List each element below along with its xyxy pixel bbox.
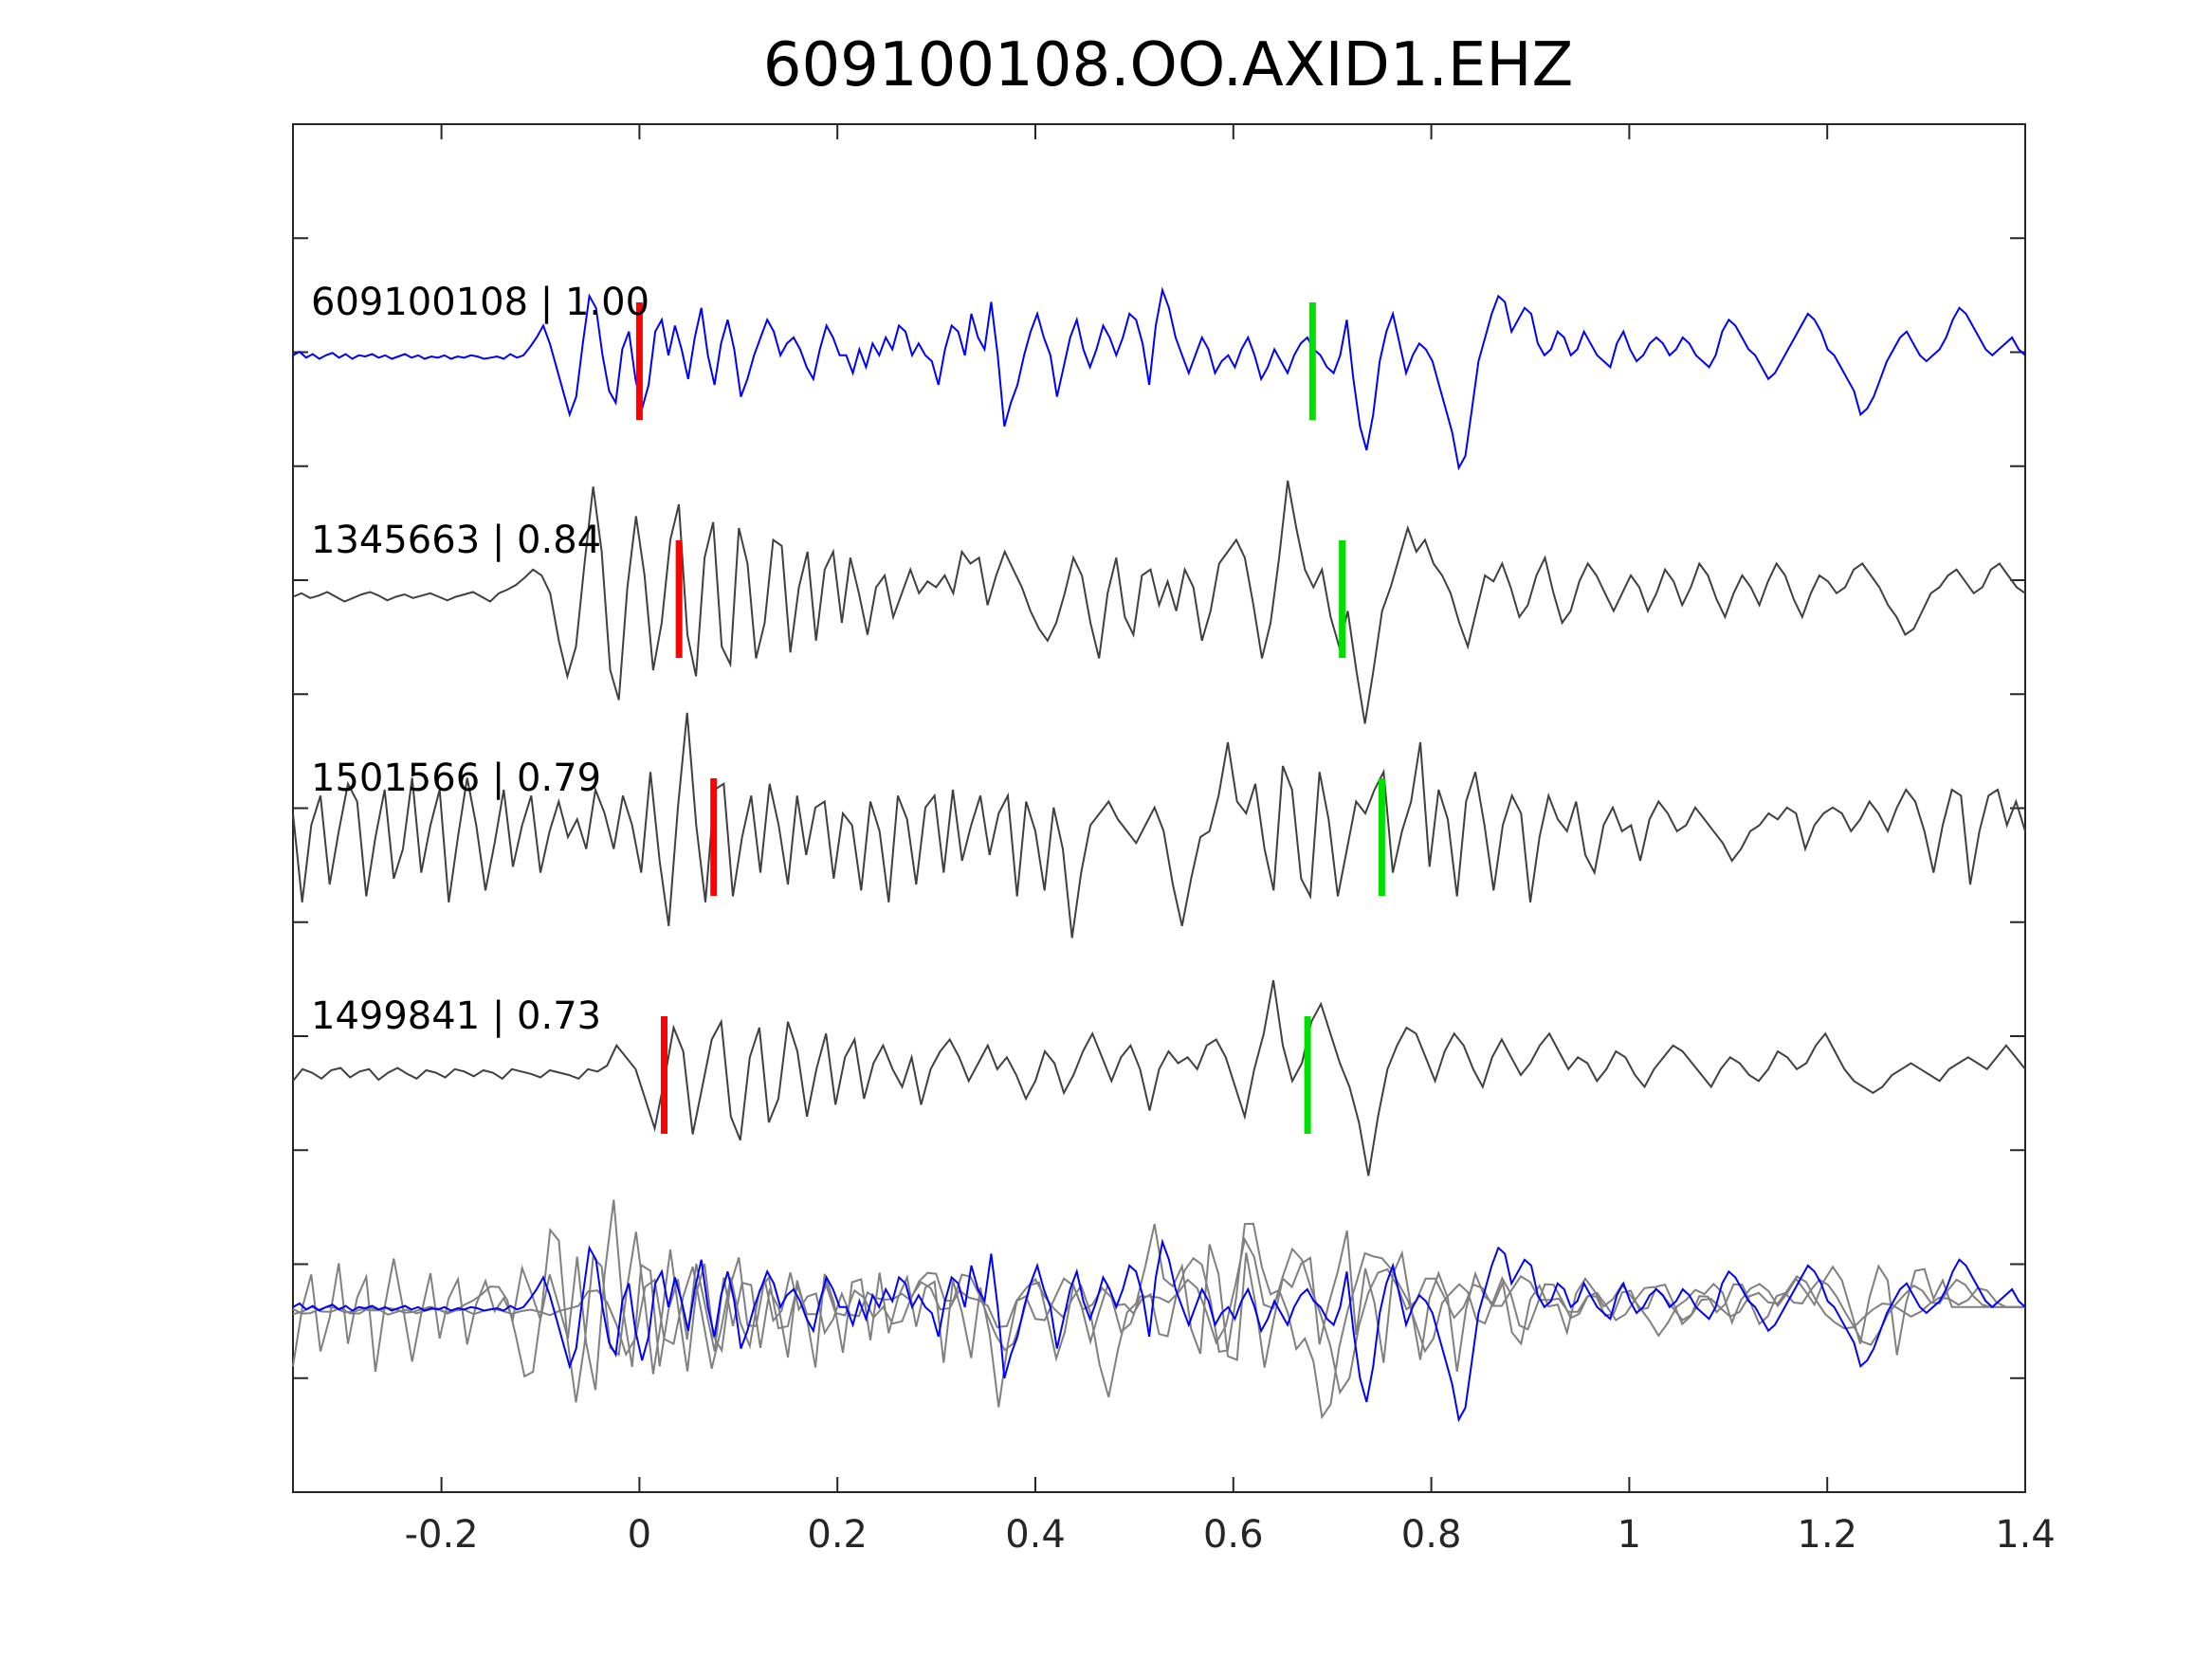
overlay-trace-primary	[292, 1238, 2026, 1423]
trace-label: 1499841 | 0.73	[311, 994, 601, 1038]
trace-label: 609100108 | 1.00	[311, 281, 649, 324]
trace-labels: 609100108 | 1.00 1345663 | 0.84 1501566 | …	[311, 281, 649, 1038]
waveform-trace	[292, 480, 2026, 724]
phase-picks	[635, 302, 1385, 1134]
waveform-traces	[292, 286, 2026, 1423]
x-tick-label: 1.4	[1995, 1513, 2056, 1557]
x-tick-label: 1	[1618, 1513, 1641, 1557]
x-tick-labels: -0.2 0 0.2 0.4 0.6 0.8 1 1.2 1.4	[405, 1513, 2056, 1557]
waveform-trace	[292, 286, 2026, 471]
x-tick-label: -0.2	[405, 1513, 479, 1557]
x-tick-label: 0	[628, 1513, 651, 1557]
trace-label: 1345663 | 0.84	[311, 519, 601, 562]
axis-ticks	[293, 124, 2026, 1492]
overlay-trace-match	[292, 1222, 2025, 1420]
x-tick-label: 0.6	[1203, 1513, 1264, 1557]
chart-title: 609100108.OO.AXID1.EHZ	[763, 30, 1574, 100]
waveform-trace	[292, 712, 2026, 939]
waveform-trace	[292, 979, 2026, 1176]
x-tick-label: 0.2	[807, 1513, 868, 1557]
x-tick-label: 1.2	[1797, 1513, 1857, 1557]
x-tick-label: 0.4	[1005, 1513, 1066, 1557]
trace-label: 1501566 | 0.79	[311, 757, 601, 800]
x-tick-label: 0.8	[1401, 1513, 1462, 1557]
